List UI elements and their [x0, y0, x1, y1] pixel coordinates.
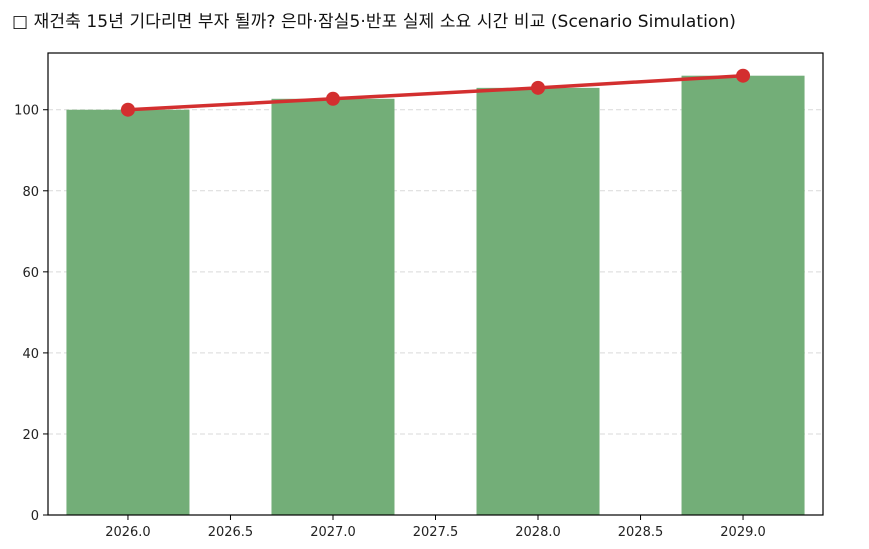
bar: [681, 75, 805, 516]
line-series: [120, 68, 751, 117]
y-tick-label: 0: [31, 509, 39, 524]
x-tick-label: 2026.0: [105, 525, 151, 540]
x-tick-label: 2026.5: [208, 525, 254, 540]
y-axis-ticks: 0 20 40 60 80 100: [14, 104, 48, 524]
trend-line: [127, 73, 744, 112]
x-tick-label: 2029.0: [720, 525, 766, 540]
x-tick-label: 2028.0: [515, 525, 561, 540]
x-axis-ticks: 2026.0 2026.5 2027.0 2027.5 2028.0 2028.5 2029…: [105, 515, 766, 540]
data-point-marker: [736, 68, 751, 83]
x-tick-label: 2028.5: [618, 525, 664, 540]
x-tick-label: 2027.0: [310, 525, 356, 540]
y-tick-label: 100: [14, 104, 39, 119]
bar: [66, 109, 190, 515]
bar-series: [66, 75, 805, 516]
data-point-marker: [325, 91, 340, 106]
y-tick-label: 60: [22, 266, 39, 281]
chart-title: □ 재건축 15년 기다리면 부자 될까? 은마·잠실5·반포 실제 소요 시간…: [12, 12, 737, 32]
bar: [271, 98, 395, 515]
x-tick-label: 2027.5: [413, 525, 459, 540]
y-tick-label: 20: [22, 428, 39, 443]
y-tick-label: 40: [22, 347, 39, 362]
y-tick-label: 80: [22, 185, 39, 200]
data-point-marker: [120, 102, 135, 117]
bar: [476, 87, 600, 515]
data-point-marker: [531, 80, 546, 95]
